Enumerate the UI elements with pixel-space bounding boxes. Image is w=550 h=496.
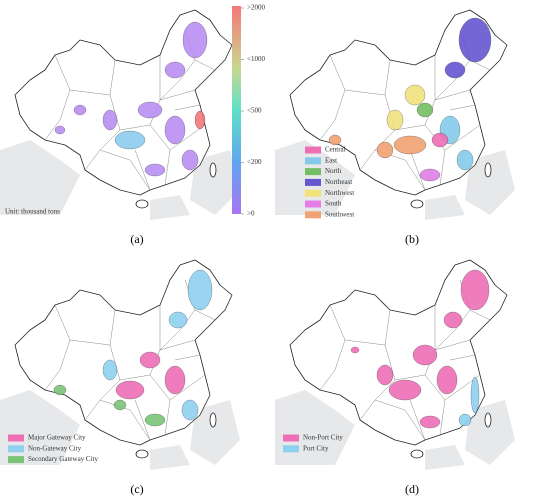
region-patch <box>456 149 474 171</box>
region-patch <box>164 115 186 145</box>
colorbar <box>232 6 241 214</box>
region-patch <box>458 17 492 63</box>
legend-label: Northeast <box>325 178 352 186</box>
region-patch <box>431 132 449 148</box>
region-patch <box>73 104 87 116</box>
region-patch <box>350 346 360 354</box>
region-patch <box>443 311 463 329</box>
panel-label: (d) <box>405 482 419 496</box>
region-patch <box>436 365 458 395</box>
legend-label: Northwest <box>325 189 354 197</box>
colorbar-label: >2000 <box>247 4 265 12</box>
region-patch <box>194 110 206 130</box>
region-patch <box>470 376 480 414</box>
panel: (d) Non-Port City Port City <box>274 259 516 496</box>
region-patch <box>54 125 66 135</box>
region-patch <box>187 269 213 311</box>
legend-swatch <box>305 178 321 186</box>
legend-swatch <box>305 168 321 176</box>
region-patch <box>181 399 199 421</box>
panel: (a) >2000 <1000 <500 <200 >0 Unit: thousand to… <box>0 4 265 246</box>
legend-label: East <box>325 156 337 164</box>
region-patch <box>393 135 427 155</box>
region-patch <box>144 413 166 427</box>
region-patch <box>419 415 441 429</box>
unit-note: Unit: thousand tons <box>5 208 60 216</box>
panel-label: (c) <box>130 482 143 496</box>
region-patch <box>164 61 186 79</box>
legend-swatch <box>305 189 321 197</box>
region-patch <box>102 109 118 131</box>
panel: (b) Central East North Northeast Northwest Sou… <box>274 9 516 246</box>
legend-swatch <box>305 157 321 165</box>
region-patch <box>419 168 441 182</box>
legend-swatch <box>8 456 24 464</box>
legend-label: Secondary Gateway City <box>28 455 98 463</box>
legend-swatch <box>305 211 321 219</box>
region-patch <box>168 311 188 329</box>
panel: (c) Major Gateway City Non-Gateway City Sec… <box>0 259 241 496</box>
panel-label: (b) <box>405 232 419 246</box>
legend-label: North <box>325 167 342 175</box>
region-patch <box>144 163 166 177</box>
region-patch <box>444 61 466 79</box>
region-patch <box>460 269 490 311</box>
colorbar-label: <200 <box>247 158 262 166</box>
region-patch <box>386 109 404 131</box>
legend-label: Southwest <box>325 210 354 218</box>
legend-label: Central <box>325 146 346 154</box>
region-patch <box>181 149 199 171</box>
legend-label: Non-Gateway City <box>28 444 82 452</box>
region-patch <box>137 101 163 119</box>
region-patch <box>102 359 118 381</box>
region-patch <box>404 84 426 106</box>
region-patch <box>412 344 438 366</box>
legend-swatch <box>305 200 321 208</box>
region-patch <box>376 364 394 386</box>
colorbar-label: <1000 <box>247 55 265 63</box>
region-patch <box>53 384 67 396</box>
region-patch <box>458 413 472 427</box>
region-patch <box>416 102 434 118</box>
region-patch <box>114 130 146 150</box>
colorbar-label: <500 <box>247 107 262 115</box>
region-patch <box>113 399 127 411</box>
legend-swatch <box>305 146 321 154</box>
region-patch <box>376 141 394 159</box>
legend-swatch <box>8 445 24 453</box>
legend-label: Non-Port City <box>303 434 343 442</box>
legend-swatch <box>283 445 299 453</box>
legend-swatch <box>283 434 299 442</box>
region-patch <box>328 134 342 146</box>
legend-label: Port City <box>303 444 329 452</box>
region-patch <box>139 351 161 369</box>
legend-label: Major Gateway City <box>28 434 86 442</box>
legend-swatch <box>8 434 24 442</box>
legend-label: South <box>325 200 342 208</box>
region-patch <box>164 365 186 395</box>
region-patch <box>182 21 208 59</box>
region-patch <box>115 380 145 400</box>
region-patch <box>388 379 422 401</box>
colorbar-label: >0 <box>247 210 255 218</box>
panel-label: (a) <box>130 232 143 246</box>
